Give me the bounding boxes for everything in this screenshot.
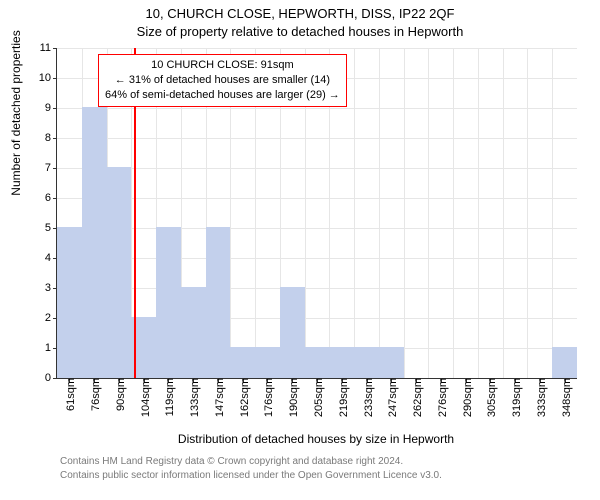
xtick-label: 219sqm <box>334 378 350 417</box>
bar <box>181 287 206 378</box>
bar <box>107 167 132 378</box>
footer-line-2: Contains public sector information licen… <box>60 470 442 481</box>
xtick-label: 76sqm <box>86 378 102 411</box>
ytick-label: 7 <box>45 162 57 174</box>
bar <box>230 347 255 378</box>
xtick-label: 162sqm <box>235 378 251 417</box>
xtick-label: 133sqm <box>185 378 201 417</box>
xtick-label: 61sqm <box>61 378 77 411</box>
xtick-label: 348sqm <box>557 378 573 417</box>
xtick-label: 290sqm <box>458 378 474 417</box>
bar <box>255 347 280 378</box>
ytick-label: 2 <box>45 312 57 324</box>
bar <box>206 227 231 378</box>
gridline-v <box>404 48 405 378</box>
xtick-label: 176sqm <box>259 378 275 417</box>
bar <box>379 347 404 378</box>
gridline-v <box>478 48 479 378</box>
bar <box>305 347 330 378</box>
ytick-label: 0 <box>45 372 57 384</box>
ytick-label: 11 <box>40 42 57 54</box>
xtick-label: 333sqm <box>532 378 548 417</box>
ytick-label: 10 <box>39 72 57 84</box>
xtick-label: 119sqm <box>160 378 176 416</box>
annotation-line-3: 64% of semi-detached houses are larger (… <box>105 88 340 103</box>
bar <box>57 227 82 378</box>
ytick-label: 6 <box>45 192 57 204</box>
page-title: 10, CHURCH CLOSE, HEPWORTH, DISS, IP22 2… <box>0 6 600 21</box>
xtick-label: 233sqm <box>359 378 375 417</box>
xtick-label: 247sqm <box>383 378 399 417</box>
y-axis-label: Number of detached properties <box>9 13 23 213</box>
ytick-label: 1 <box>45 342 57 354</box>
xtick-label: 205sqm <box>309 378 325 417</box>
xtick-label: 147sqm <box>210 378 226 417</box>
gridline-v <box>552 48 553 378</box>
xtick-label: 90sqm <box>111 378 127 411</box>
gridline-v <box>379 48 380 378</box>
ytick-label: 5 <box>45 222 57 234</box>
bar <box>552 347 577 378</box>
xtick-label: 190sqm <box>284 378 300 417</box>
ytick-label: 4 <box>45 252 57 264</box>
bar <box>156 227 181 378</box>
gridline-v <box>354 48 355 378</box>
footer-line-1: Contains HM Land Registry data © Crown c… <box>60 456 403 467</box>
bar <box>82 107 107 378</box>
bar <box>329 347 354 378</box>
page-subtitle: Size of property relative to detached ho… <box>0 24 600 39</box>
xtick-label: 262sqm <box>408 378 424 417</box>
ytick-label: 9 <box>45 102 57 114</box>
annotation-line-2: ← 31% of detached houses are smaller (14… <box>105 73 340 88</box>
gridline-v <box>428 48 429 378</box>
xtick-label: 276sqm <box>433 378 449 417</box>
annotation-box: 10 CHURCH CLOSE: 91sqm ← 31% of detached… <box>98 54 347 107</box>
xtick-label: 305sqm <box>482 378 498 417</box>
xtick-label: 104sqm <box>136 378 152 417</box>
xtick-label: 319sqm <box>507 378 523 417</box>
annotation-line-1: 10 CHURCH CLOSE: 91sqm <box>105 58 340 73</box>
bar <box>280 287 305 378</box>
gridline-v <box>503 48 504 378</box>
gridline-v <box>527 48 528 378</box>
gridline-v <box>453 48 454 378</box>
x-axis-label: Distribution of detached houses by size … <box>56 432 576 446</box>
ytick-label: 8 <box>45 132 57 144</box>
ytick-label: 3 <box>45 282 57 294</box>
bar <box>354 347 379 378</box>
